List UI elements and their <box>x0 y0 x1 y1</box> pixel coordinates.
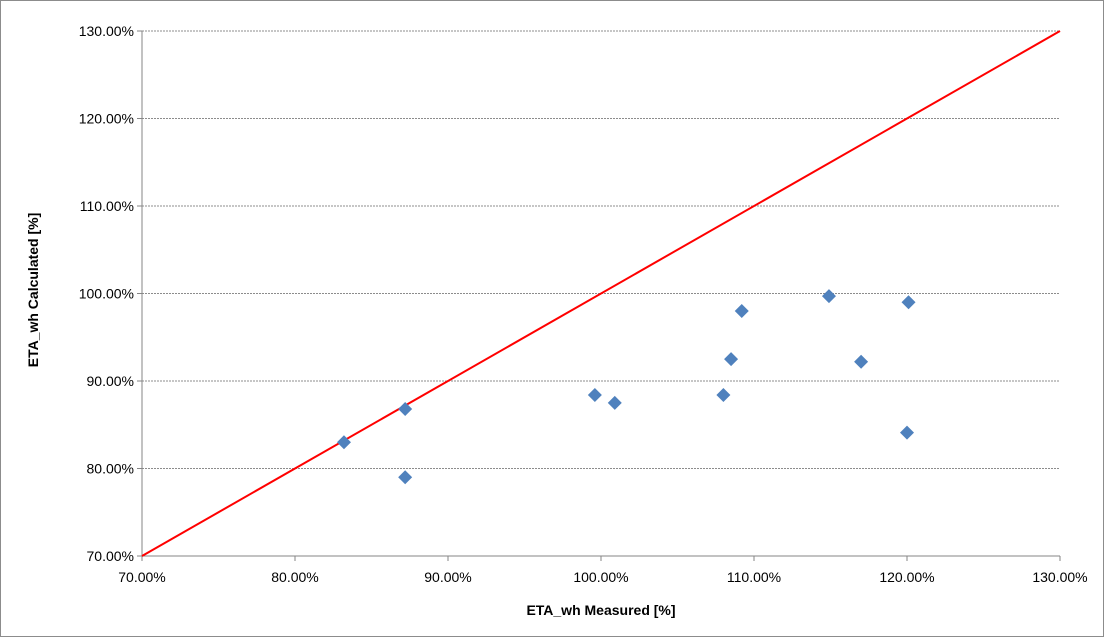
y-tick-label: 90.00% <box>87 373 134 389</box>
gridlines <box>142 30 1060 469</box>
x-tick-label: 110.00% <box>727 569 781 585</box>
y-tick-label: 130.00% <box>79 23 134 39</box>
data-point <box>336 435 351 450</box>
reference-line <box>141 30 1061 557</box>
x-tick-label: 90.00% <box>424 569 471 585</box>
data-point <box>900 425 914 440</box>
x-tick-label: 70.00% <box>118 569 165 585</box>
data-point <box>398 470 413 485</box>
x-tick-label: 120.00% <box>879 569 934 585</box>
data-point <box>734 304 749 318</box>
tick-labels: 70.00% 80.00% 90.00% 100.00% 110.00% 120.00% 1… <box>79 23 1088 585</box>
data-point <box>716 388 731 402</box>
data-point <box>821 289 836 304</box>
x-tick-label: 100.00% <box>573 569 628 585</box>
data-point <box>901 295 916 310</box>
y-tick-label: 110.00% <box>80 198 134 214</box>
reference-line-layer <box>141 30 1061 557</box>
data-point <box>587 388 602 402</box>
data-point <box>724 352 739 367</box>
axes <box>137 30 1061 561</box>
data-points <box>336 289 916 485</box>
data-point <box>398 402 413 416</box>
y-axis-title: ETA_wh Calculated [%] <box>25 213 41 368</box>
y-tick-label: 120.00% <box>79 111 134 127</box>
y-tick-label: 80.00% <box>87 461 134 477</box>
y-tick-label: 100.00% <box>79 286 134 302</box>
data-point <box>854 354 869 369</box>
y-tick-label: 70.00% <box>87 548 134 564</box>
x-tick-label: 130.00% <box>1032 569 1087 585</box>
x-tick-label: 80.00% <box>271 569 318 585</box>
data-point <box>607 395 622 410</box>
x-axis-title: ETA_wh Measured [%] <box>526 602 675 618</box>
